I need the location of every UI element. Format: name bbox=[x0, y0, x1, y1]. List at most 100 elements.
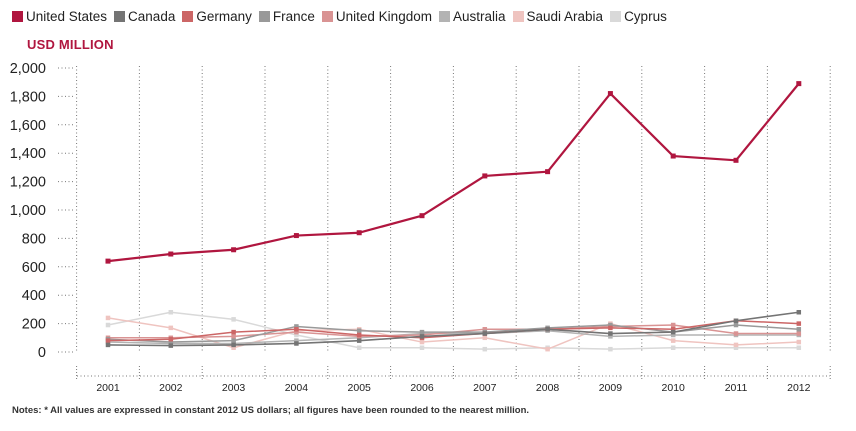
x-tick-label: 2003 bbox=[222, 382, 246, 394]
x-tick-label: 2001 bbox=[96, 382, 120, 394]
data-point bbox=[293, 233, 299, 239]
y-tick-label: 800 bbox=[22, 231, 46, 247]
data-point bbox=[482, 173, 488, 179]
data-point bbox=[482, 335, 488, 341]
legend-swatch bbox=[438, 10, 450, 22]
data-point bbox=[294, 341, 299, 346]
line-chart: 0 200 400 600 800 1,000 1,200 1,400 1,600 1,800 2,… bbox=[10, 61, 831, 394]
legend-swatch bbox=[610, 10, 622, 22]
data-point bbox=[105, 342, 111, 348]
legend-label: United States bbox=[26, 8, 108, 24]
data-point bbox=[796, 309, 802, 315]
legend-swatch bbox=[182, 10, 194, 22]
data-point bbox=[608, 334, 613, 339]
legend-label: Australia bbox=[452, 8, 506, 24]
data-point bbox=[482, 346, 488, 352]
series-line-united-states bbox=[107, 82, 800, 263]
data-point bbox=[608, 331, 613, 336]
y-tick-label: 1,400 bbox=[10, 146, 46, 162]
x-tick-label: 2007 bbox=[473, 382, 497, 394]
legend-swatch bbox=[321, 10, 333, 22]
data-point bbox=[796, 339, 802, 345]
legend-swatch bbox=[512, 10, 524, 22]
data-point bbox=[294, 332, 299, 338]
data-point bbox=[105, 258, 111, 264]
data-point bbox=[419, 213, 425, 219]
y-tick-label: 2,000 bbox=[10, 61, 46, 77]
data-point bbox=[231, 338, 236, 343]
x-tick-label: 2009 bbox=[599, 382, 623, 394]
data-point bbox=[733, 157, 739, 163]
data-point bbox=[356, 230, 362, 236]
data-point bbox=[168, 343, 174, 348]
series-line-australia bbox=[107, 329, 799, 345]
data-point bbox=[294, 327, 299, 332]
data-point bbox=[545, 327, 550, 332]
data-point bbox=[419, 329, 425, 335]
legend-item: Canada bbox=[114, 9, 175, 24]
y-axis-unit-label: USD MILLION bbox=[27, 37, 114, 52]
data-point bbox=[733, 345, 739, 350]
legend-label: Cyprus bbox=[624, 8, 667, 24]
y-tick-label: 600 bbox=[22, 260, 46, 276]
legend-swatch bbox=[12, 10, 23, 22]
legend-label: France bbox=[272, 8, 315, 24]
legend-item: United Kingdom bbox=[321, 8, 432, 24]
y-tick-label: 1,200 bbox=[10, 175, 46, 191]
data-point bbox=[231, 329, 236, 335]
data-point bbox=[168, 309, 174, 315]
legend-label: Canada bbox=[128, 8, 176, 24]
data-point bbox=[733, 342, 739, 348]
y-tick-label: 400 bbox=[22, 288, 46, 304]
data-point bbox=[231, 342, 236, 348]
legend-item: Germany bbox=[182, 9, 252, 24]
chart-legend: United States Canada Germany France United K… bbox=[12, 6, 674, 26]
data-point bbox=[733, 322, 739, 328]
data-point bbox=[356, 328, 362, 333]
y-tick-label: 200 bbox=[22, 317, 46, 333]
data-point bbox=[356, 338, 362, 343]
data-point bbox=[545, 346, 550, 352]
data-point bbox=[796, 345, 802, 350]
data-point bbox=[419, 345, 425, 350]
chart-notes: Notes: * All values are expressed in con… bbox=[12, 405, 530, 416]
data-point bbox=[482, 327, 488, 332]
x-tick-label: 2008 bbox=[536, 382, 560, 394]
data-point bbox=[545, 169, 551, 175]
legend-item: France bbox=[258, 8, 315, 24]
data-point bbox=[168, 325, 174, 331]
y-tick-label: 1,600 bbox=[10, 118, 46, 134]
x-tick-label: 2010 bbox=[662, 382, 686, 394]
data-point bbox=[231, 247, 237, 253]
x-tick-label: 2004 bbox=[285, 382, 309, 394]
x-tick-label: 2006 bbox=[410, 382, 434, 394]
data-point bbox=[796, 327, 802, 332]
data-point bbox=[105, 322, 111, 328]
x-tick-label: 2012 bbox=[787, 382, 811, 394]
data-point bbox=[733, 331, 739, 336]
data-point bbox=[231, 334, 236, 339]
data-point bbox=[670, 322, 676, 328]
data-point bbox=[294, 324, 299, 329]
legend-label: Germany bbox=[196, 8, 252, 24]
legend-item: United States bbox=[12, 9, 107, 24]
legend-label: United Kingdom bbox=[335, 8, 432, 24]
data-point bbox=[733, 318, 739, 324]
y-tick-label: 0 bbox=[38, 345, 46, 361]
series-line-germany bbox=[107, 320, 799, 342]
legend-item: Saudi Arabia bbox=[512, 9, 603, 24]
data-point bbox=[670, 345, 676, 350]
series-line-cyprus bbox=[107, 311, 799, 350]
legend-swatch bbox=[258, 10, 270, 22]
data-point bbox=[356, 332, 362, 338]
data-point bbox=[670, 153, 676, 159]
y-tick-label: 1,800 bbox=[10, 89, 46, 105]
data-point bbox=[796, 331, 802, 336]
legend-swatch bbox=[114, 10, 126, 22]
data-point bbox=[294, 338, 299, 343]
data-point bbox=[482, 331, 488, 336]
data-point bbox=[796, 81, 802, 87]
legend-item: Australia bbox=[438, 8, 506, 24]
data-point bbox=[670, 329, 676, 335]
data-point bbox=[105, 338, 111, 343]
